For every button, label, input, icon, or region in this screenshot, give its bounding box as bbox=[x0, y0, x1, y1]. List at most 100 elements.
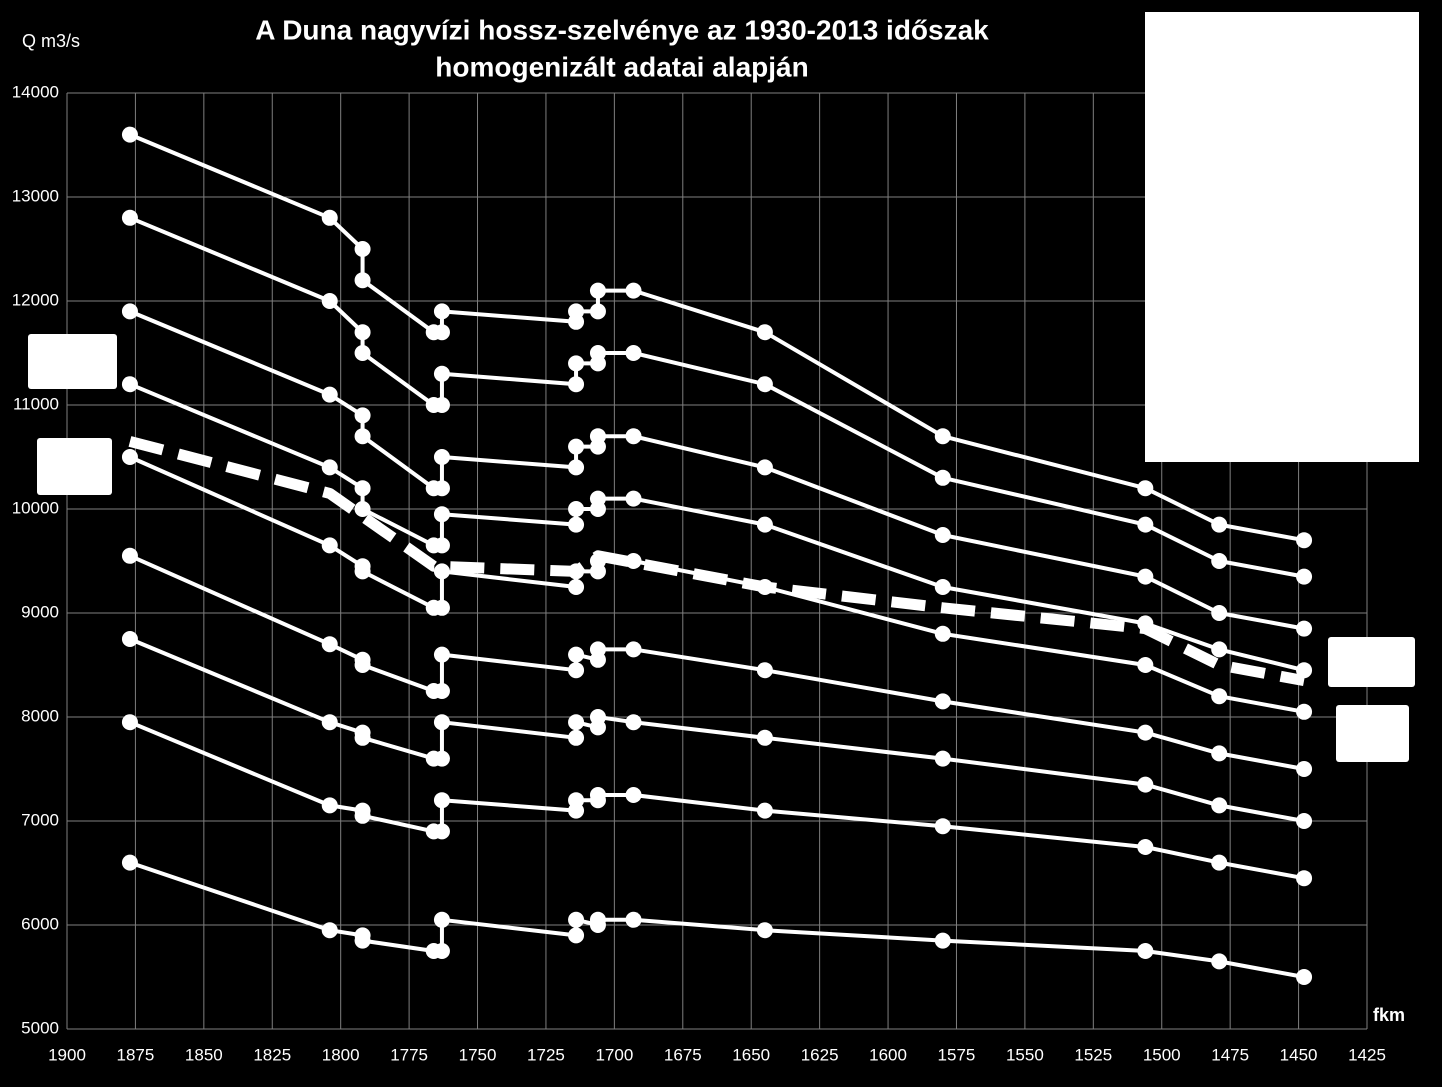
point bbox=[433, 506, 450, 523]
point bbox=[1137, 839, 1154, 855]
point bbox=[568, 516, 585, 533]
point bbox=[934, 428, 951, 445]
x-tick-label: 1725 bbox=[527, 1045, 565, 1064]
point bbox=[354, 657, 371, 673]
point bbox=[433, 365, 450, 382]
point bbox=[1211, 797, 1228, 814]
point bbox=[321, 714, 338, 731]
point bbox=[433, 563, 450, 580]
point bbox=[1211, 605, 1228, 621]
point bbox=[433, 646, 450, 663]
point bbox=[568, 911, 585, 928]
point bbox=[433, 303, 450, 320]
x-tick-label: 1750 bbox=[459, 1045, 497, 1064]
y-tick-label: 5000 bbox=[21, 1018, 59, 1037]
point bbox=[589, 303, 606, 320]
x-tick-label: 1425 bbox=[1348, 1045, 1386, 1064]
point bbox=[354, 729, 371, 746]
point bbox=[934, 625, 951, 642]
point bbox=[121, 209, 138, 226]
point bbox=[321, 537, 338, 554]
x-tick-label: 1875 bbox=[117, 1045, 155, 1064]
point bbox=[354, 324, 371, 341]
point bbox=[756, 729, 773, 746]
point bbox=[934, 579, 951, 595]
point bbox=[321, 293, 338, 309]
y-tick-label: 14000 bbox=[12, 82, 59, 101]
point bbox=[1137, 657, 1154, 673]
point bbox=[1296, 870, 1313, 887]
point bbox=[1296, 761, 1313, 777]
point bbox=[433, 397, 450, 413]
point bbox=[321, 922, 338, 939]
point bbox=[354, 807, 371, 824]
point bbox=[354, 563, 371, 580]
x-tick-label: 1475 bbox=[1211, 1045, 1249, 1064]
y-axis-label: Q m3/s bbox=[22, 31, 80, 51]
point bbox=[1211, 688, 1228, 705]
label-cover bbox=[28, 334, 117, 389]
dashed-line bbox=[128, 436, 1306, 687]
point bbox=[568, 376, 585, 393]
x-tick-label: 1775 bbox=[390, 1045, 428, 1064]
point bbox=[625, 787, 642, 803]
point bbox=[433, 943, 450, 959]
point bbox=[433, 750, 450, 767]
point bbox=[354, 241, 371, 257]
label-cover bbox=[1336, 705, 1409, 762]
x-tick-label: 1575 bbox=[938, 1045, 976, 1064]
x-axis-label: fkm bbox=[1373, 1005, 1405, 1025]
point bbox=[354, 480, 371, 497]
point bbox=[589, 428, 606, 445]
point bbox=[354, 501, 371, 517]
point bbox=[1137, 943, 1154, 959]
point bbox=[1137, 568, 1154, 585]
point bbox=[121, 376, 138, 393]
point bbox=[625, 714, 642, 731]
point bbox=[568, 792, 585, 809]
point bbox=[433, 911, 450, 928]
point bbox=[934, 693, 951, 710]
point bbox=[433, 537, 450, 554]
point bbox=[568, 662, 585, 679]
point bbox=[1296, 568, 1313, 585]
point bbox=[568, 355, 585, 372]
point bbox=[1137, 776, 1154, 793]
point bbox=[1296, 813, 1313, 829]
point bbox=[756, 922, 773, 939]
point bbox=[354, 407, 371, 424]
x-tick-label: 1850 bbox=[185, 1045, 223, 1064]
point bbox=[433, 714, 450, 731]
y-tick-label: 13000 bbox=[12, 186, 59, 205]
point bbox=[589, 345, 606, 361]
y-tick-label: 7000 bbox=[21, 810, 59, 829]
point bbox=[568, 714, 585, 731]
point bbox=[321, 636, 338, 653]
point bbox=[934, 932, 951, 949]
point bbox=[121, 547, 138, 564]
point bbox=[354, 428, 371, 445]
point bbox=[433, 823, 450, 840]
point bbox=[625, 641, 642, 658]
point bbox=[1211, 953, 1228, 970]
point bbox=[934, 527, 951, 543]
legend-cover bbox=[1145, 12, 1419, 462]
point bbox=[321, 459, 338, 476]
point bbox=[321, 209, 338, 226]
y-tick-label: 8000 bbox=[21, 706, 59, 725]
point bbox=[589, 490, 606, 507]
point bbox=[568, 501, 585, 517]
point bbox=[589, 282, 606, 299]
point bbox=[934, 818, 951, 835]
point bbox=[1296, 703, 1313, 720]
point bbox=[433, 480, 450, 497]
point bbox=[354, 932, 371, 949]
x-tick-label: 1525 bbox=[1074, 1045, 1112, 1064]
x-tick-label: 1800 bbox=[322, 1045, 360, 1064]
point bbox=[568, 927, 585, 944]
point bbox=[121, 631, 138, 647]
point bbox=[1211, 854, 1228, 871]
x-tick-label: 1550 bbox=[1006, 1045, 1044, 1064]
